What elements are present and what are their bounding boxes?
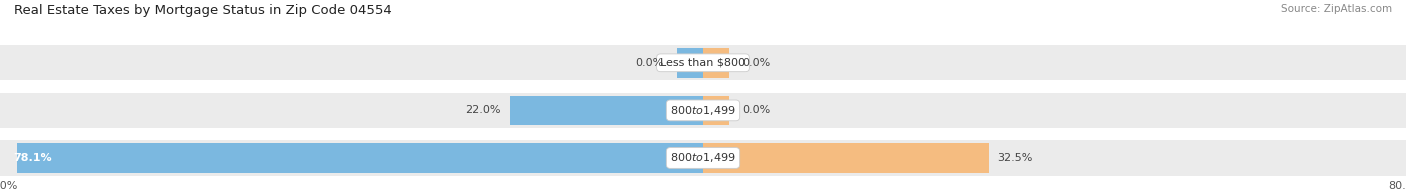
Bar (0, 45, 1406, 80)
Text: $800 to $1,499: $800 to $1,499 (671, 104, 735, 117)
Text: Real Estate Taxes by Mortgage Status in Zip Code 04554: Real Estate Taxes by Mortgage Status in … (14, 4, 392, 17)
Text: Source: ZipAtlas.com: Source: ZipAtlas.com (1281, 4, 1392, 14)
Text: 0.0%: 0.0% (742, 58, 770, 68)
Bar (17, 143, 703, 173)
Bar (703, 143, 988, 173)
Text: $800 to $1,499: $800 to $1,499 (671, 152, 735, 165)
Bar (0, 93, 1406, 128)
Bar (703, 48, 730, 78)
Bar (0, 140, 1406, 176)
Text: 22.0%: 22.0% (465, 105, 501, 115)
Text: 78.1%: 78.1% (13, 153, 52, 163)
Bar (510, 96, 703, 125)
Bar (676, 48, 703, 78)
Text: 32.5%: 32.5% (997, 153, 1033, 163)
Text: 0.0%: 0.0% (742, 105, 770, 115)
Bar (703, 96, 730, 125)
Text: 0.0%: 0.0% (636, 58, 664, 68)
Text: Less than $800: Less than $800 (661, 58, 745, 68)
